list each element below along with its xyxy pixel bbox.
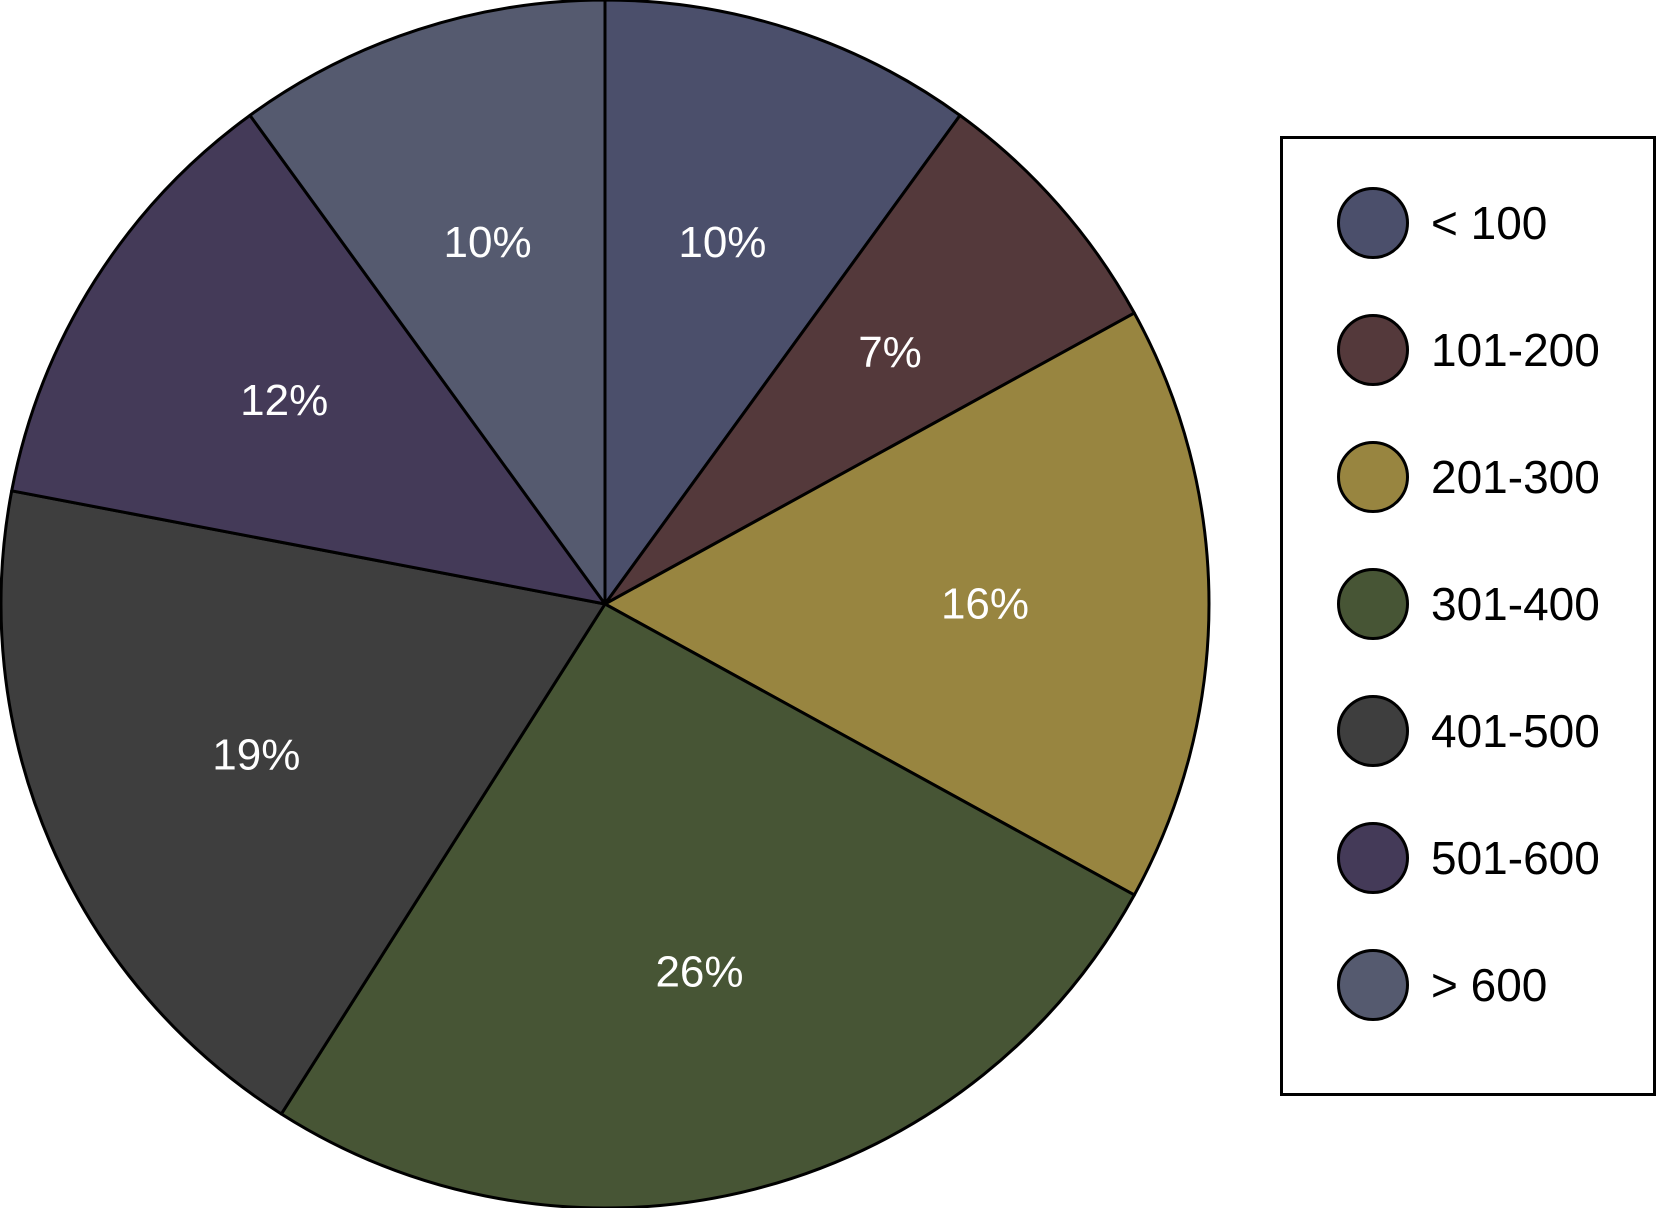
legend-swatch: [1337, 568, 1409, 640]
legend-swatch: [1337, 822, 1409, 894]
pie-slice: [603, 0, 962, 606]
legend-swatch: [1337, 187, 1409, 259]
pie-slice: [603, 113, 1136, 606]
slice-percent-label: 26%: [655, 948, 743, 997]
legend-label: 101-200: [1431, 324, 1600, 376]
legend-item: 401-500: [1337, 691, 1600, 771]
legend-item: > 600: [1337, 945, 1547, 1025]
slice-percent-label: 16%: [941, 580, 1029, 629]
slice-percent-label: 10%: [678, 218, 766, 267]
legend-swatch: [1337, 695, 1409, 767]
slice-percent-label: 10%: [444, 218, 532, 267]
pie-slice: [279, 602, 1136, 1208]
legend-label: 301-400: [1431, 578, 1600, 630]
slice-percent-label: 19%: [212, 730, 300, 779]
pie-slice: [248, 0, 607, 606]
legend-label: 501-600: [1431, 832, 1600, 884]
legend-label: > 600: [1431, 959, 1548, 1011]
legend-label: 201-300: [1431, 451, 1600, 503]
legend-item: 101-200: [1337, 310, 1600, 390]
legend-swatch: [1337, 441, 1409, 513]
legend-item: 301-400: [1337, 564, 1600, 644]
legend: < 100 101-200 201-300 301-400 401-500 50…: [1280, 136, 1656, 1096]
pie-slice: [603, 311, 1211, 897]
legend-label: 401-500: [1431, 705, 1600, 757]
legend-label: < 100: [1431, 197, 1548, 249]
slice-percent-label: 7%: [858, 328, 922, 377]
legend-swatch: [1337, 314, 1409, 386]
legend-item: 201-300: [1337, 437, 1600, 517]
legend-swatch: [1337, 949, 1409, 1021]
legend-item: < 100: [1337, 183, 1547, 263]
pie-slice: [10, 113, 607, 606]
pie-plot: 10% 7% 16% 26% 19% 12% 10%: [0, 0, 1211, 1208]
legend-item: 501-600: [1337, 818, 1600, 898]
pie-slice: [0, 489, 607, 1116]
slice-percent-label: 12%: [240, 376, 328, 425]
